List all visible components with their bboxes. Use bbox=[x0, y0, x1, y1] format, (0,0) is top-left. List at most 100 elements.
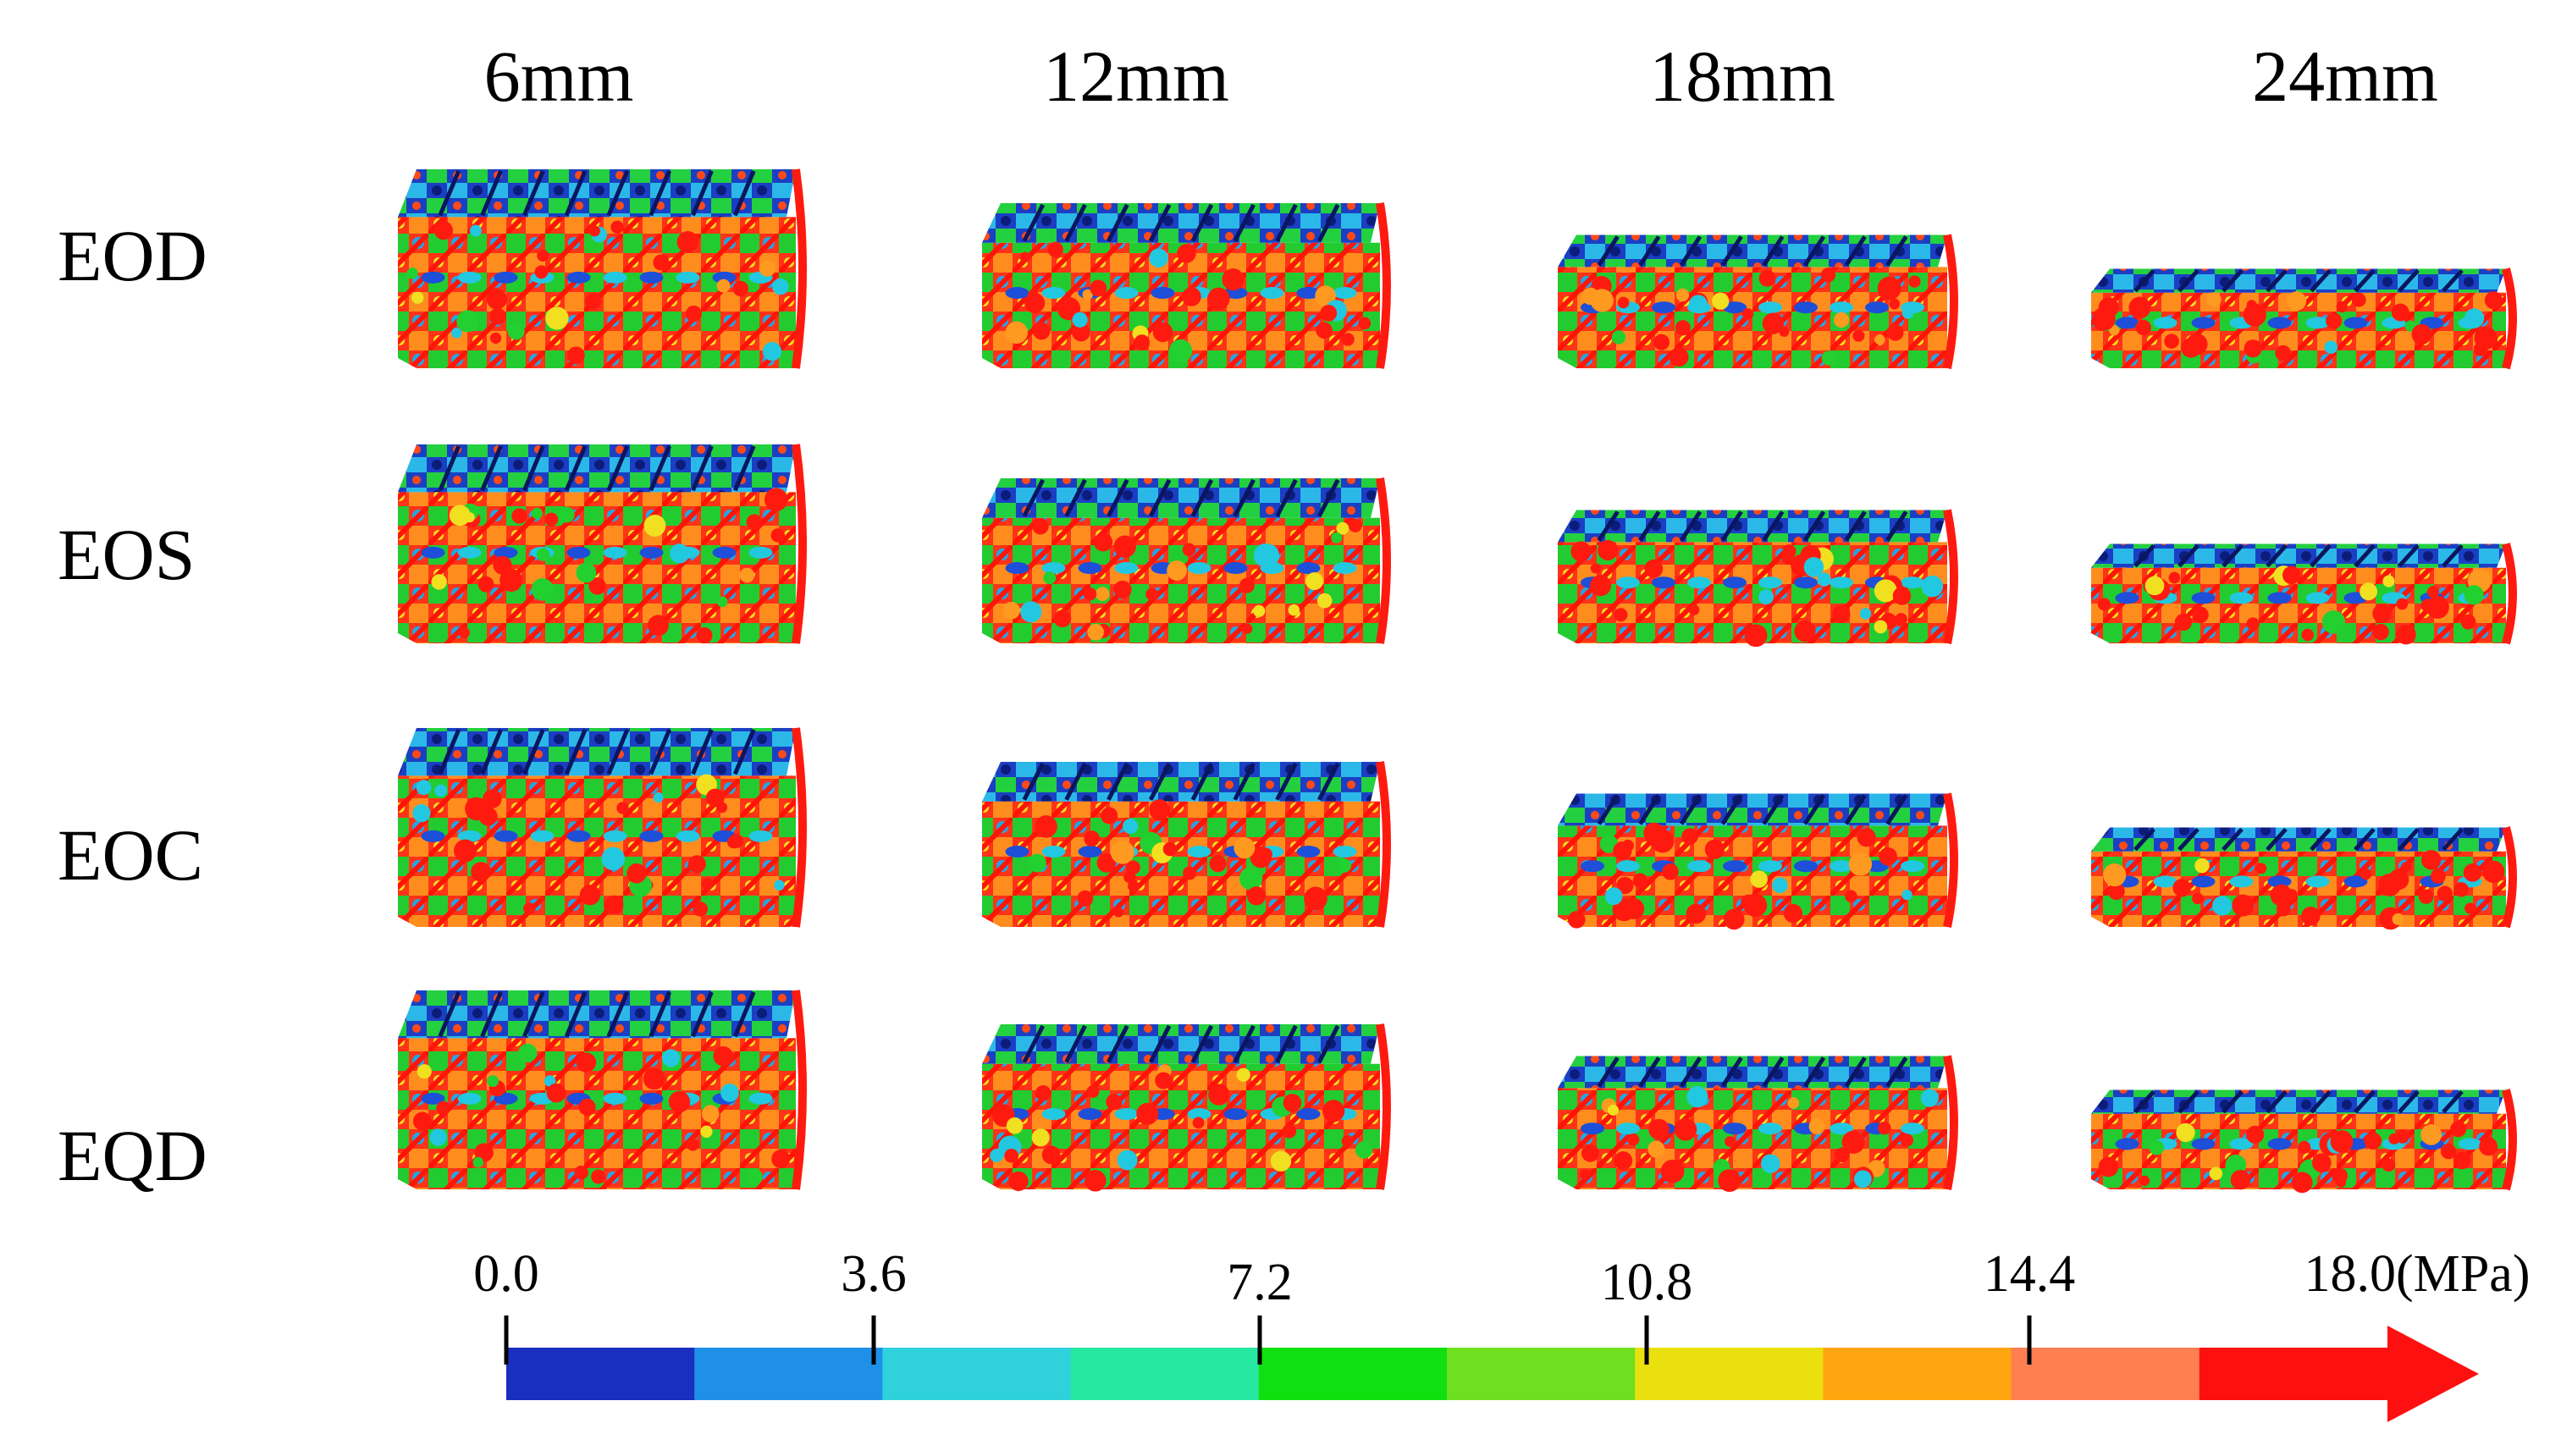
stress-spot bbox=[732, 280, 748, 297]
top-strut bbox=[1190, 478, 1214, 517]
stress-spot bbox=[1028, 853, 1046, 873]
lattice-node bbox=[566, 830, 591, 842]
specimen-eod-12mm bbox=[982, 202, 1391, 369]
top-strut bbox=[1679, 235, 1703, 267]
stress-spot bbox=[2321, 610, 2346, 634]
stress-spot bbox=[579, 885, 601, 906]
top-strut bbox=[480, 445, 503, 492]
stress-spot bbox=[406, 267, 418, 279]
lattice-node bbox=[1005, 562, 1029, 575]
stress-spot bbox=[1019, 251, 1030, 263]
stress-spot bbox=[412, 804, 431, 823]
stress-spot bbox=[1859, 608, 1872, 620]
top-strut bbox=[1720, 1056, 1743, 1088]
lattice-node bbox=[1581, 1122, 1604, 1135]
stress-spot bbox=[1743, 893, 1768, 918]
stress-spot bbox=[701, 878, 714, 890]
stress-spot bbox=[2482, 860, 2505, 883]
stress-spot bbox=[676, 230, 699, 253]
top-strut bbox=[1597, 235, 1620, 267]
stress-spot bbox=[1341, 1134, 1354, 1148]
top-strut bbox=[2398, 827, 2420, 852]
stress-spot bbox=[1623, 898, 1645, 919]
lattice-node bbox=[676, 271, 700, 284]
stress-spot bbox=[1152, 322, 1173, 343]
lattice-node bbox=[1723, 860, 1747, 873]
lattice-node bbox=[457, 1092, 482, 1105]
stress-spot bbox=[687, 855, 706, 874]
stress-spot bbox=[1239, 577, 1255, 593]
top-strut bbox=[1275, 478, 1298, 517]
stress-spot bbox=[2464, 308, 2485, 328]
stress-spot bbox=[1857, 828, 1876, 847]
lattice-node bbox=[1005, 287, 1029, 300]
stress-spot bbox=[1921, 575, 1944, 598]
stress-spot bbox=[1648, 1140, 1665, 1158]
stress-spot bbox=[1761, 1154, 1780, 1173]
stress-spot bbox=[1348, 518, 1362, 532]
specimen-edge bbox=[2502, 1089, 2517, 1191]
stress-spot bbox=[1316, 593, 1333, 609]
stress-spot bbox=[537, 249, 549, 262]
stress-spot bbox=[770, 528, 786, 543]
lattice-node bbox=[1333, 562, 1357, 575]
stress-spot bbox=[1803, 557, 1824, 577]
top-strut bbox=[2266, 1089, 2288, 1114]
top-strut bbox=[1597, 510, 1620, 542]
top-strut bbox=[1762, 235, 1785, 267]
stress-spot bbox=[2206, 292, 2222, 307]
top-strut bbox=[564, 170, 588, 217]
top-strut bbox=[1316, 1024, 1340, 1063]
stress-spot bbox=[759, 260, 775, 277]
top-strut bbox=[1679, 510, 1703, 542]
top-strut bbox=[1679, 794, 1703, 825]
top-strut bbox=[1720, 794, 1743, 825]
stress-spot bbox=[1134, 334, 1151, 350]
stress-spot bbox=[2244, 339, 2262, 358]
stress-spot bbox=[511, 508, 527, 524]
stress-spot bbox=[2282, 565, 2301, 585]
top-strut bbox=[606, 991, 630, 1038]
top-strut bbox=[438, 991, 461, 1038]
top-strut bbox=[1107, 478, 1129, 517]
stress-spot bbox=[2128, 296, 2151, 319]
lattice-node bbox=[712, 546, 737, 559]
stress-spot bbox=[487, 1075, 499, 1088]
top-strut bbox=[480, 170, 503, 217]
stress-spot bbox=[1889, 298, 1901, 310]
specimen-edge bbox=[1943, 792, 1958, 928]
top-strut bbox=[1022, 478, 1046, 517]
stress-spot bbox=[1177, 244, 1196, 263]
stress-spot bbox=[1611, 330, 1626, 345]
stress-spot bbox=[1674, 1118, 1697, 1141]
stress-spot bbox=[2426, 586, 2440, 598]
lattice-node bbox=[2305, 875, 2330, 888]
stress-spot bbox=[1006, 1117, 1024, 1134]
stress-spot bbox=[696, 627, 713, 644]
top-strut bbox=[1233, 203, 1256, 242]
stress-spot bbox=[720, 1084, 739, 1102]
specimen-eos-6mm bbox=[398, 444, 807, 644]
top-strut bbox=[732, 170, 756, 217]
lattice-node bbox=[1830, 1122, 1853, 1135]
lattice-node bbox=[639, 546, 664, 559]
stress-spot bbox=[2091, 306, 2116, 331]
top-strut bbox=[1316, 478, 1340, 517]
stress-spot bbox=[2301, 907, 2321, 926]
stress-spot bbox=[2400, 862, 2412, 873]
stress-spot bbox=[451, 328, 462, 339]
stress-spot bbox=[1686, 903, 1707, 924]
stress-spot bbox=[1183, 866, 1197, 880]
stress-spot bbox=[1305, 572, 1324, 591]
lattice-node bbox=[1901, 860, 1924, 873]
stress-spot bbox=[2149, 1140, 2164, 1155]
lattice-node bbox=[1687, 576, 1711, 589]
stress-spot bbox=[2336, 301, 2348, 313]
stress-spot bbox=[1787, 1097, 1800, 1109]
lattice-node bbox=[603, 271, 627, 284]
stress-spot bbox=[2332, 1167, 2348, 1184]
stress-spot bbox=[653, 792, 664, 803]
stress-spot bbox=[1841, 1130, 1865, 1154]
stress-spot bbox=[626, 863, 647, 884]
